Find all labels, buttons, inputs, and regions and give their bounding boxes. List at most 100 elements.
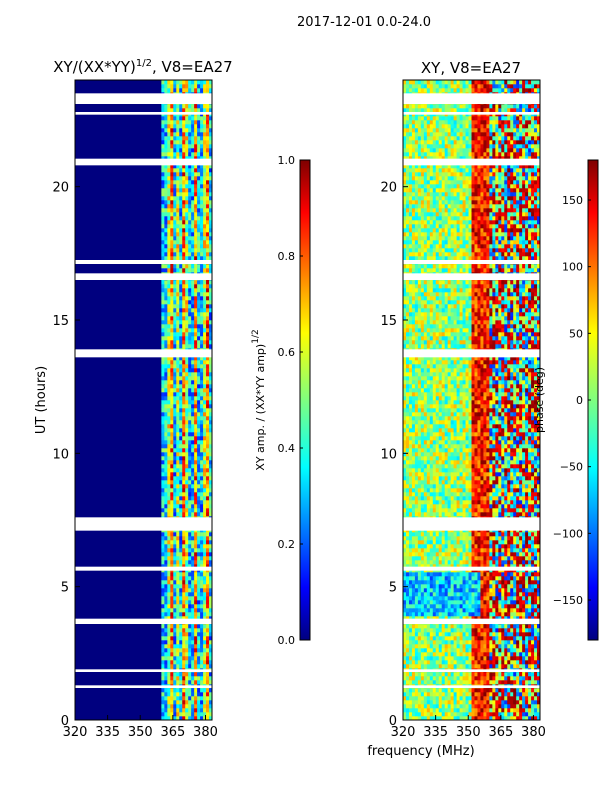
heat-cell — [197, 640, 201, 645]
heat-cell — [206, 436, 210, 441]
heat-cell — [170, 456, 174, 461]
heat-cell — [197, 228, 201, 233]
heat-cell — [420, 636, 425, 641]
heat-cell — [209, 336, 213, 341]
heat-cell — [495, 532, 499, 537]
heat-cell — [191, 268, 195, 273]
heat-cell — [498, 532, 502, 537]
heat-cell — [405, 584, 410, 589]
heat-cell — [456, 560, 460, 565]
heat-cell — [468, 548, 472, 553]
heat-cell — [197, 592, 201, 597]
heat-cell — [209, 656, 213, 661]
heat-cell — [459, 632, 463, 637]
heat-cell — [495, 604, 499, 609]
heat-cell — [206, 236, 210, 241]
heat-cell — [465, 676, 469, 681]
heat-cell — [528, 560, 532, 565]
heat-cell — [182, 604, 186, 609]
heat-cell — [188, 400, 192, 405]
heat-cell — [462, 676, 466, 681]
heat-cell — [206, 120, 210, 125]
heat-cell — [206, 648, 210, 653]
heat-cell — [185, 572, 189, 577]
heat-cell — [170, 592, 174, 597]
heat-cell — [161, 408, 165, 413]
heat-cell — [200, 308, 204, 313]
heat-cell — [164, 708, 168, 713]
heat-cell — [501, 532, 505, 537]
heat-cell — [185, 164, 189, 169]
heat-cell — [176, 116, 180, 121]
heat-cell — [447, 632, 451, 637]
heat-cell — [173, 660, 177, 665]
heat-cell — [182, 408, 186, 413]
heat-cell — [453, 564, 457, 569]
heat-cell — [495, 708, 499, 713]
heat-cell — [525, 608, 529, 613]
heat-cell — [486, 560, 490, 565]
heat-cell — [441, 564, 445, 569]
heat-cell — [474, 536, 478, 541]
amplitude-colorbar: 0.00.20.40.60.81.0 XY amp. / (XX*YY amp)… — [251, 154, 311, 647]
heat-cell — [191, 432, 195, 437]
heat-cell — [403, 664, 407, 669]
heat-cell — [534, 636, 538, 641]
heat-cell — [456, 588, 460, 593]
heat-cell — [200, 624, 204, 629]
heat-cell — [531, 592, 535, 597]
heat-cell — [203, 480, 207, 485]
heat-cell — [200, 312, 204, 317]
heat-cell — [486, 708, 490, 713]
heat-cell — [194, 232, 198, 237]
heat-cell — [531, 664, 535, 669]
heat-cell — [429, 660, 434, 665]
heat-cell — [164, 144, 168, 149]
heat-cell — [170, 680, 174, 685]
heat-cell — [197, 280, 201, 285]
heat-cell — [206, 576, 210, 581]
heat-cell — [167, 636, 171, 641]
heat-cell — [161, 256, 165, 261]
heat-cell — [173, 232, 177, 237]
heat-cell — [450, 536, 454, 541]
heat-cell — [209, 104, 213, 109]
heat-cell — [200, 596, 204, 601]
heat-cell — [426, 680, 431, 685]
heat-cell — [170, 396, 174, 401]
heat-cell — [179, 152, 183, 157]
heat-cell — [197, 380, 201, 385]
heat-cell — [185, 360, 189, 365]
heat-cell — [411, 552, 416, 557]
heat-cell — [197, 108, 201, 113]
heat-cell — [462, 652, 466, 657]
heat-cell — [194, 456, 198, 461]
heat-cell — [477, 532, 481, 537]
heat-cell — [456, 600, 460, 605]
heat-cell — [161, 508, 165, 513]
heat-cell — [188, 196, 192, 201]
heat-cell — [197, 144, 201, 149]
heat-cell — [474, 676, 478, 681]
heat-cell — [513, 632, 517, 637]
heat-cell — [176, 680, 180, 685]
heat-cell — [203, 648, 207, 653]
heat-cell — [426, 708, 431, 713]
heat-cell — [203, 332, 207, 337]
heat-cell — [435, 716, 440, 721]
heat-cell — [167, 364, 171, 369]
heat-cell — [191, 284, 195, 289]
heat-cell — [164, 168, 168, 173]
heat-cell — [191, 552, 195, 557]
heat-cell — [191, 508, 195, 513]
heat-cell — [447, 696, 451, 701]
heat-cell — [489, 692, 493, 697]
heat-cell — [161, 476, 165, 481]
heat-cell — [414, 652, 419, 657]
heat-cell — [495, 664, 499, 669]
heat-cell — [209, 596, 213, 601]
heat-cell — [179, 296, 183, 301]
heat-cell — [471, 552, 475, 557]
heat-cell — [516, 632, 520, 637]
heat-cell — [501, 712, 505, 717]
